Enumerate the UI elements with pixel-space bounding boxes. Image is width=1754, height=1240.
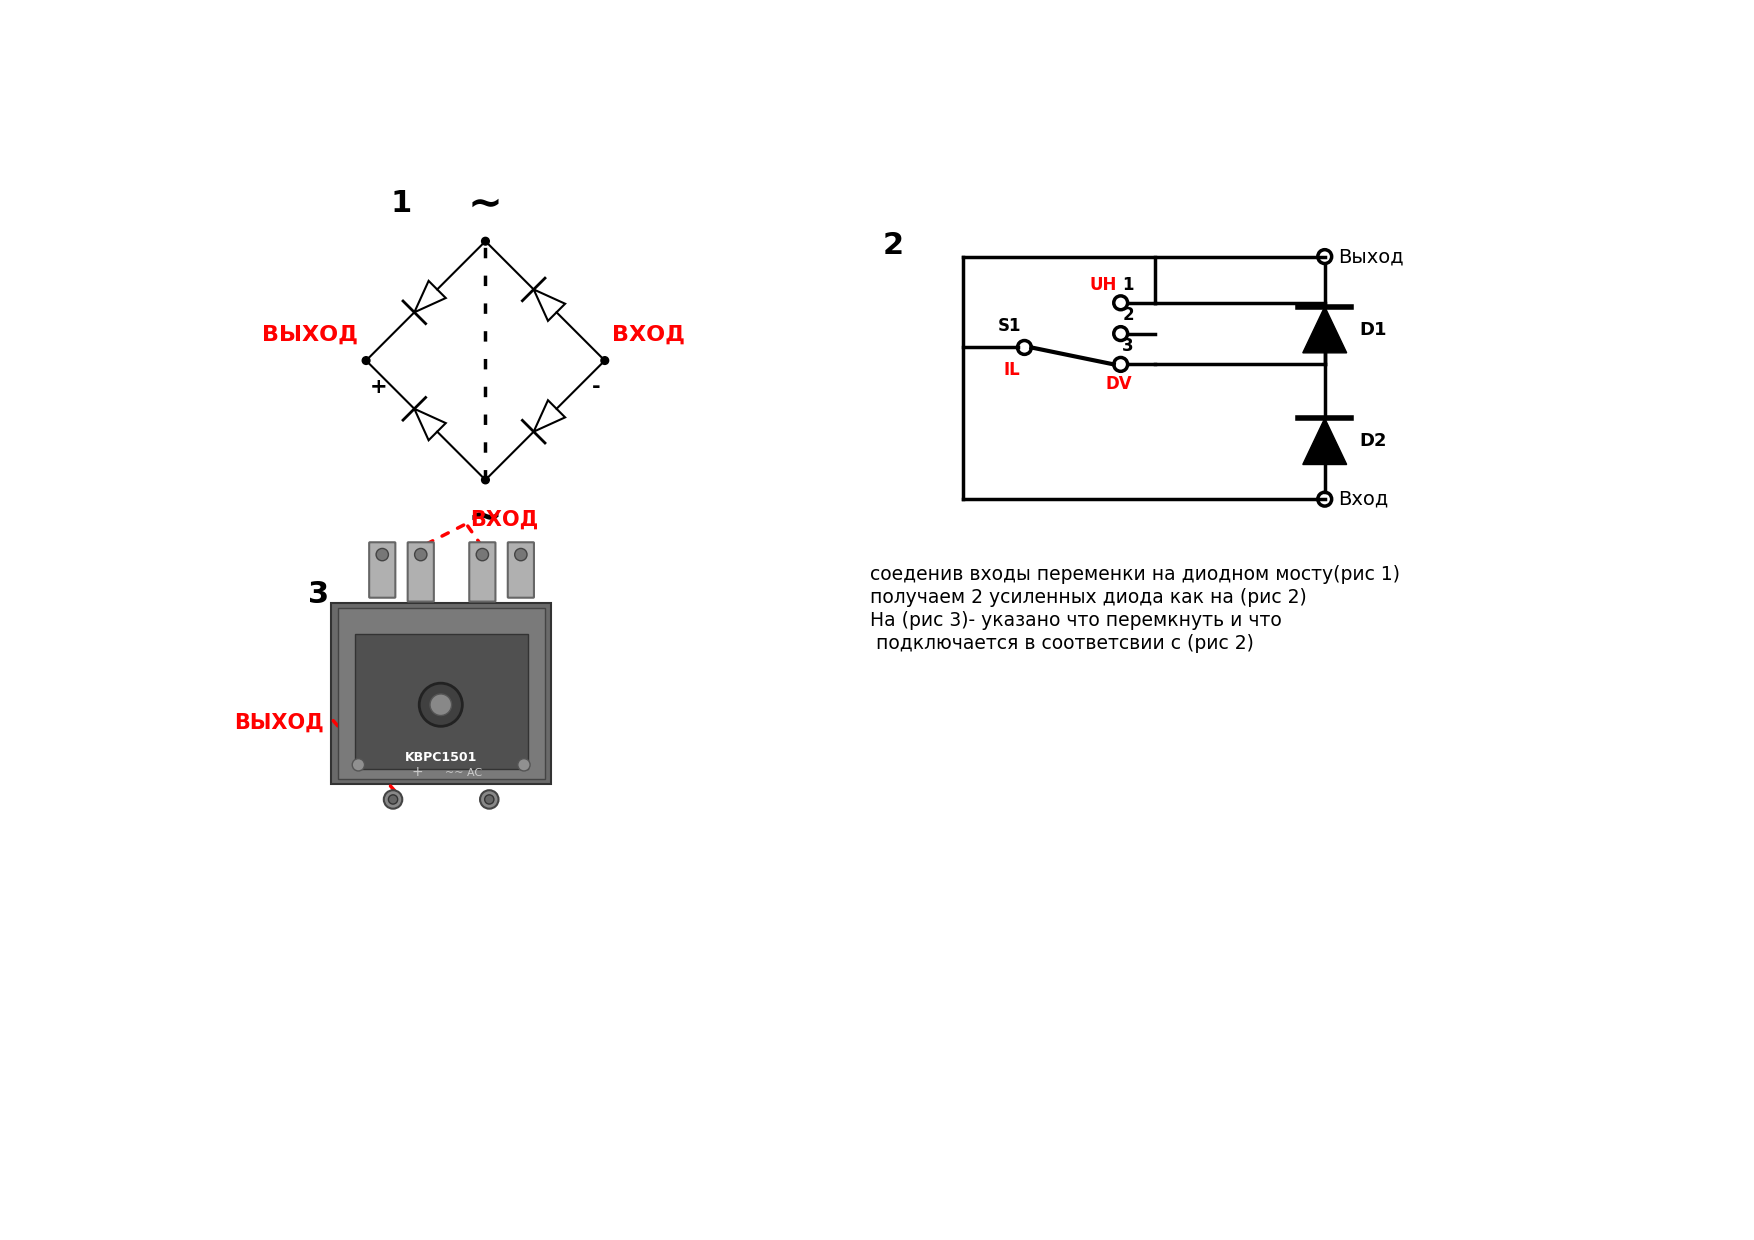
Text: ВЫХОД: ВЫХОД <box>263 325 358 345</box>
FancyBboxPatch shape <box>507 542 533 598</box>
Bar <box>354 634 528 769</box>
FancyBboxPatch shape <box>332 603 551 784</box>
Text: соеденив входы переменки на диодном мосту(рис 1): соеденив входы переменки на диодном мост… <box>870 564 1400 584</box>
Text: UH: UH <box>1089 275 1117 294</box>
Polygon shape <box>1303 306 1347 353</box>
Text: +: + <box>412 765 423 780</box>
Text: 3: 3 <box>1123 337 1133 355</box>
Circle shape <box>481 790 498 808</box>
Text: ВЫХОД: ВЫХОД <box>233 713 324 733</box>
Text: 1: 1 <box>389 188 412 218</box>
Text: 1: 1 <box>1123 275 1133 294</box>
Text: ∼: ∼ <box>468 495 503 537</box>
Text: Выход: Выход <box>1338 247 1405 267</box>
Text: DV: DV <box>1105 376 1133 393</box>
Circle shape <box>430 694 451 715</box>
Text: ∼: ∼ <box>468 182 503 224</box>
Text: D2: D2 <box>1359 433 1387 450</box>
Circle shape <box>363 357 370 365</box>
FancyBboxPatch shape <box>407 542 433 601</box>
Text: подключается в соответсвии с (рис 2): подключается в соответсвии с (рис 2) <box>870 634 1254 653</box>
Circle shape <box>517 759 530 771</box>
Text: Вход: Вход <box>1338 490 1389 508</box>
FancyBboxPatch shape <box>368 542 395 598</box>
Text: -: - <box>593 377 602 398</box>
Text: ~~ AC: ~~ AC <box>444 768 482 777</box>
Text: ВХОД: ВХОД <box>470 510 538 529</box>
Circle shape <box>602 357 609 365</box>
FancyBboxPatch shape <box>337 608 545 780</box>
Circle shape <box>414 548 426 560</box>
Polygon shape <box>1303 418 1347 465</box>
Circle shape <box>384 790 402 808</box>
Circle shape <box>419 683 463 727</box>
Text: S1: S1 <box>998 317 1021 335</box>
Circle shape <box>353 759 365 771</box>
Text: 2: 2 <box>1123 306 1133 325</box>
Circle shape <box>482 476 489 484</box>
Circle shape <box>484 795 495 804</box>
Text: ВХОД: ВХОД <box>612 325 686 345</box>
Circle shape <box>482 237 489 246</box>
Circle shape <box>514 548 526 560</box>
Circle shape <box>475 548 489 560</box>
Text: D1: D1 <box>1359 321 1387 339</box>
Text: На (рис 3)- указано что перемкнуть и что: На (рис 3)- указано что перемкнуть и что <box>870 611 1282 630</box>
Text: KBPC1501: KBPC1501 <box>405 750 477 764</box>
Circle shape <box>388 795 398 804</box>
Text: 2: 2 <box>882 232 903 260</box>
Text: IL: IL <box>1003 361 1021 379</box>
Text: 3: 3 <box>309 580 330 609</box>
Text: получаем 2 усиленных диода как на (рис 2): получаем 2 усиленных диода как на (рис 2… <box>870 588 1307 606</box>
FancyBboxPatch shape <box>470 542 495 601</box>
Text: +: + <box>370 377 388 398</box>
Circle shape <box>375 548 388 560</box>
